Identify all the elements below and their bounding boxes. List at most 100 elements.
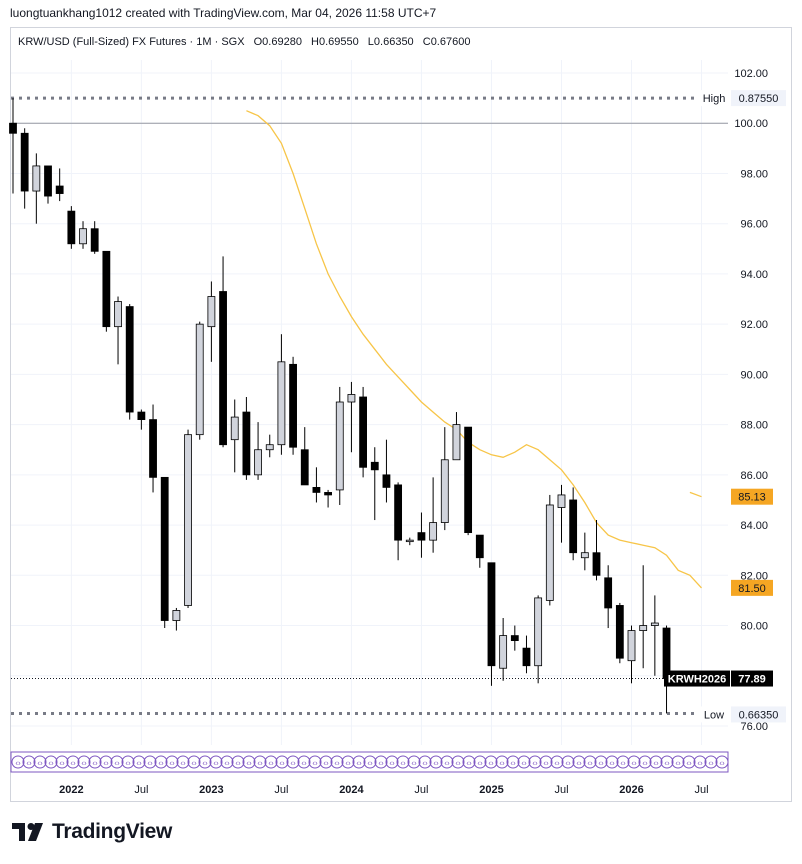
event-marker-glyph: ‹› (389, 759, 395, 768)
event-marker (253, 755, 267, 769)
candle-body (487, 562, 496, 667)
event-marker (165, 755, 179, 769)
high-tag-bg (697, 90, 731, 107)
event-marker-glyph: ‹› (103, 759, 109, 768)
event-marker (506, 755, 520, 769)
event-marker-glyph: ‹› (378, 759, 384, 768)
event-marker-glyph: ‹› (246, 759, 252, 768)
candle-body (137, 411, 146, 420)
y-tick-label: 86.00 (740, 470, 768, 482)
legend-low: L0.66350 (367, 36, 414, 48)
event-marker (594, 755, 608, 769)
event-marker-glyph: ‹› (114, 759, 120, 768)
event-marker-glyph: ‹› (675, 759, 681, 768)
event-marker-glyph: ‹› (81, 759, 87, 768)
event-marker-glyph: ‹› (290, 759, 296, 768)
event-marker (385, 755, 399, 769)
ma-long-line (689, 491, 702, 498)
candle-body (79, 228, 87, 245)
y-tick-label: 94.00 (740, 269, 768, 281)
last-price-tag: 77.89 (738, 674, 766, 686)
event-marker-glyph: ‹› (312, 759, 318, 768)
price-chart[interactable]: 76.0078.0080.0082.0084.0086.0088.0090.00… (0, 0, 802, 810)
event-marker (484, 755, 498, 769)
event-marker-glyph: ‹› (136, 759, 142, 768)
event-marker-glyph: ‹› (411, 759, 417, 768)
event-marker-glyph: ‹› (15, 759, 21, 768)
low-value-bg (731, 706, 786, 723)
event-marker (341, 755, 355, 769)
event-marker (154, 755, 168, 769)
event-marker-glyph: ‹› (26, 759, 32, 768)
event-marker (121, 755, 135, 769)
event-marker (473, 755, 487, 769)
event-marker-glyph: ‹› (356, 759, 362, 768)
event-marker-glyph: ‹› (334, 759, 340, 768)
x-tick-label: Jul (694, 784, 708, 796)
ma-long-tag: 85.13 (738, 492, 766, 504)
candle-body (534, 597, 543, 667)
candle-body (324, 492, 332, 496)
candle-body (452, 424, 461, 461)
event-marker-glyph: ‹› (598, 759, 604, 768)
brand-name: TradingView (52, 820, 173, 843)
event-marker-glyph: ‹› (554, 759, 560, 768)
high-value: 0.87550 (739, 93, 779, 105)
candle-body (20, 132, 29, 192)
x-tick-label: Jul (274, 784, 288, 796)
event-marker (297, 755, 311, 769)
candle-body (615, 605, 624, 659)
event-marker (143, 755, 157, 769)
event-marker (572, 755, 586, 769)
event-marker-glyph: ‹› (125, 759, 131, 768)
event-marker (99, 755, 113, 769)
event-marker-glyph: ‹› (147, 759, 153, 768)
candle-body (230, 416, 239, 441)
chart-frame (10, 27, 792, 802)
legend-symbol: KRW/USD (Full-Sized) FX Futures · 1M · S… (18, 36, 245, 48)
candle-body (557, 494, 566, 508)
event-marker (264, 755, 278, 769)
candle-body (475, 534, 484, 559)
event-marker-glyph: ‹› (609, 759, 615, 768)
event-marker (110, 755, 124, 769)
candle-body (55, 185, 64, 194)
event-marker-glyph: ‹› (268, 759, 274, 768)
event-marker (561, 755, 575, 769)
x-tick-label: 2023 (199, 784, 223, 796)
event-marker-glyph: ‹› (708, 759, 714, 768)
event-marker (22, 755, 36, 769)
event-marker-glyph: ‹› (576, 759, 582, 768)
event-marker (539, 755, 553, 769)
x-tick-label: Jul (554, 784, 568, 796)
event-marker-glyph: ‹› (400, 759, 406, 768)
event-marker-glyph: ‹› (499, 759, 505, 768)
candle-body (394, 484, 403, 541)
low-value: 0.66350 (739, 709, 779, 721)
event-marker (583, 755, 597, 769)
candle-body (592, 552, 601, 576)
event-marker-glyph: ‹› (191, 759, 197, 768)
event-marker-glyph: ‹› (565, 759, 571, 768)
candle-body (300, 449, 309, 486)
event-marker-glyph: ‹› (367, 759, 373, 768)
event-marker-glyph: ‹› (587, 759, 593, 768)
event-marker-glyph: ‹› (235, 759, 241, 768)
candle-body (545, 504, 554, 601)
event-marker-glyph: ‹› (488, 759, 494, 768)
event-marker-glyph: ‹› (620, 759, 626, 768)
legend-close: C0.67600 (422, 36, 471, 48)
tradingview-logo-icon (12, 823, 43, 841)
tradingview-logo[interactable]: TradingView (12, 820, 172, 844)
event-marker (693, 755, 707, 769)
event-marker (682, 755, 696, 769)
y-tick-label: 76.00 (740, 721, 768, 733)
candle-body (67, 210, 76, 245)
candle-body (9, 122, 17, 134)
event-marker (605, 755, 619, 769)
event-marker-glyph: ‹› (697, 759, 703, 768)
event-marker (396, 755, 410, 769)
event-marker (440, 755, 454, 769)
candle-body (382, 474, 391, 488)
event-marker-glyph: ‹› (466, 759, 472, 768)
